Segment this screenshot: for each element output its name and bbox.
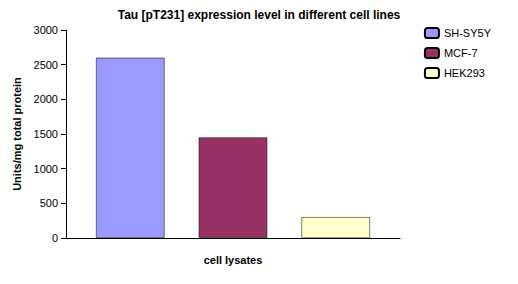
svg-text:500: 500 [40,197,58,209]
svg-text:2500: 2500 [34,59,58,71]
svg-text:1000: 1000 [34,163,58,175]
svg-text:2000: 2000 [34,93,58,105]
svg-text:SH-SY5Y: SH-SY5Y [444,27,492,39]
svg-text:Units/mg total protein: Units/mg total protein [11,77,23,191]
svg-text:Tau [pT231] expression level i: Tau [pT231] expression level in differen… [118,8,401,22]
svg-text:HEK293: HEK293 [444,67,485,79]
svg-text:cell lysates: cell lysates [204,254,263,266]
svg-text:0: 0 [52,232,58,244]
svg-text:3000: 3000 [34,24,58,36]
svg-text:MCF-7: MCF-7 [444,47,478,59]
svg-text:1500: 1500 [34,128,58,140]
